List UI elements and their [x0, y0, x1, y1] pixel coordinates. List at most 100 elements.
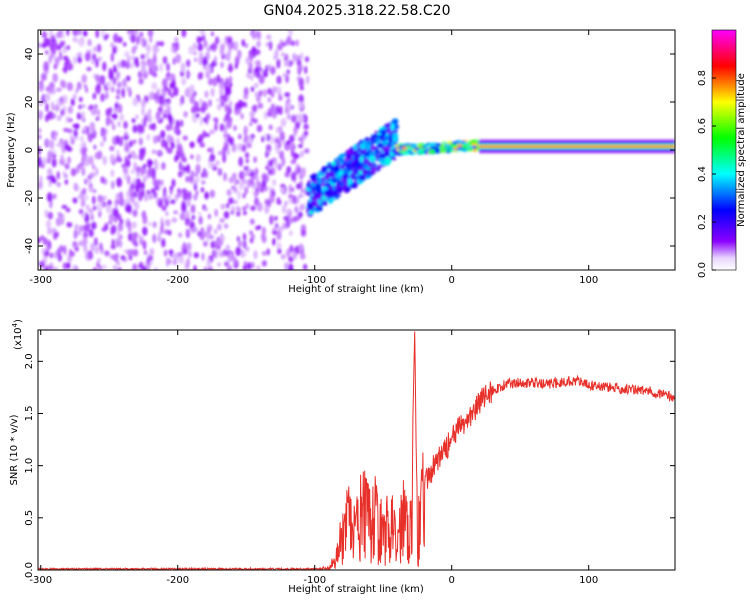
- noise-blob: [200, 172, 205, 179]
- spectrogram-y-label: Frequency (Hz): [6, 112, 17, 188]
- noise-blob: [168, 115, 173, 125]
- noise-blob: [213, 55, 218, 63]
- noise-blob: [50, 101, 55, 111]
- noise-blob: [299, 86, 305, 91]
- noise-blob: [151, 172, 156, 181]
- noise-blob: [47, 211, 54, 220]
- line-blob: [453, 147, 458, 151]
- noise-blob: [222, 153, 227, 163]
- noise-blob: [280, 254, 286, 260]
- noise-blob: [87, 134, 93, 139]
- noise-blob: [210, 87, 215, 97]
- noise-blob: [97, 108, 101, 118]
- noise-blob: [186, 72, 191, 77]
- x-tick-label: -300: [29, 275, 52, 286]
- noise-blob: [238, 170, 245, 180]
- noise-blob: [38, 99, 43, 107]
- noise-blob: [195, 163, 201, 174]
- band-blob: [344, 186, 351, 192]
- noise-blob: [290, 149, 294, 156]
- noise-blob: [147, 30, 154, 38]
- noise-blob: [160, 238, 166, 248]
- noise-blob: [101, 264, 108, 270]
- noise-blob: [52, 193, 57, 200]
- noise-blob: [190, 172, 197, 178]
- noise-blob: [135, 114, 139, 120]
- noise-blob: [130, 55, 135, 60]
- noise-blob: [181, 77, 187, 86]
- noise-blob: [76, 229, 82, 236]
- noise-blob: [163, 186, 167, 197]
- noise-blob: [87, 155, 94, 165]
- noise-blob: [244, 186, 249, 195]
- noise-blob: [132, 248, 139, 257]
- noise-blob: [90, 58, 96, 65]
- noise-blob: [185, 175, 190, 183]
- noise-blob: [53, 132, 57, 141]
- noise-blob: [56, 142, 63, 148]
- noise-blob: [152, 72, 158, 78]
- noise-blob: [115, 73, 120, 81]
- noise-blob: [287, 102, 292, 113]
- noise-blob: [195, 190, 199, 197]
- noise-blob: [156, 134, 161, 143]
- noise-blob: [142, 214, 148, 225]
- noise-blob: [45, 102, 49, 112]
- noise-blob: [287, 263, 294, 270]
- noise-blob: [168, 249, 174, 255]
- colorbar-label: Normalized spectral amplitude: [736, 73, 747, 227]
- band-blob: [363, 165, 369, 169]
- noise-blob: [117, 120, 121, 128]
- colorbar-tick-label: 0.6: [697, 118, 708, 134]
- band-blob: [369, 155, 377, 163]
- noise-blob: [282, 72, 287, 78]
- snr-series-line: [38, 331, 675, 570]
- noise-blob: [117, 81, 122, 89]
- noise-blob: [184, 216, 190, 227]
- noise-blob: [147, 45, 151, 54]
- noise-blob: [114, 102, 119, 109]
- noise-blob: [243, 101, 248, 108]
- noise-blob: [254, 49, 261, 56]
- noise-blob: [106, 204, 112, 214]
- noise-blob: [253, 82, 259, 89]
- band-blob: [369, 151, 377, 156]
- noise-blob: [115, 135, 120, 145]
- noise-blob: [217, 169, 221, 176]
- noise-blob: [135, 61, 140, 68]
- noise-blob: [92, 205, 98, 211]
- noise-blob: [271, 178, 277, 187]
- colorbar-tick-label: 0.8: [697, 70, 708, 86]
- noise-blob: [100, 176, 105, 184]
- noise-blob: [262, 69, 268, 78]
- noise-blob: [42, 237, 48, 246]
- noise-blob: [76, 52, 83, 57]
- noise-blob: [178, 255, 185, 265]
- noise-blob: [211, 42, 217, 53]
- noise-blob: [241, 144, 247, 153]
- noise-blob: [256, 202, 263, 212]
- band-blob: [314, 184, 321, 191]
- noise-blob: [276, 75, 282, 85]
- noise-blob: [235, 205, 240, 211]
- noise-blob: [166, 105, 171, 115]
- noise-blob: [238, 156, 244, 167]
- noise-blob: [184, 210, 191, 219]
- noise-blob: [146, 257, 151, 266]
- noise-blob: [209, 189, 216, 199]
- noise-blob: [132, 97, 139, 107]
- noise-blob: [303, 123, 309, 130]
- noise-blob: [267, 186, 272, 191]
- noise-blob: [97, 264, 103, 270]
- band-blob: [322, 166, 327, 173]
- noise-blob: [90, 214, 94, 221]
- noise-blob: [277, 92, 282, 99]
- noise-blob: [92, 92, 97, 100]
- noise-blob: [213, 117, 218, 122]
- noise-blob: [269, 40, 273, 51]
- noise-blob: [110, 85, 115, 93]
- noise-blob: [250, 86, 255, 92]
- noise-blob: [237, 143, 243, 152]
- noise-blob: [56, 87, 62, 92]
- noise-blob: [284, 200, 288, 206]
